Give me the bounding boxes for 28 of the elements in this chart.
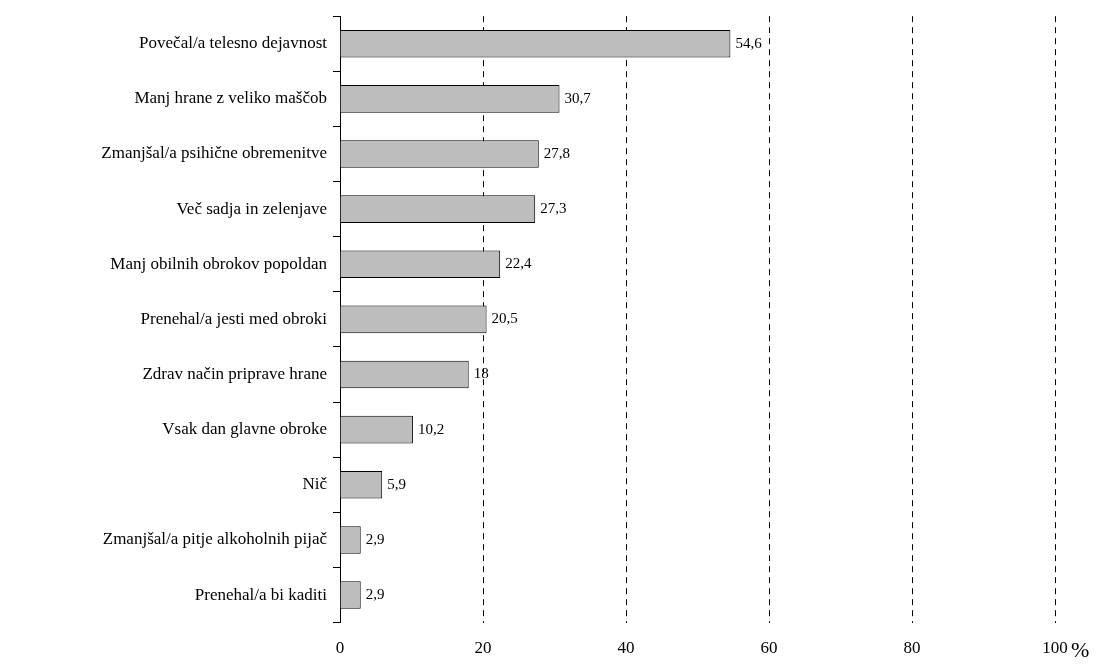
y-tick-label: Manj obilnih obrokov popoldan: [110, 253, 328, 273]
x-tick-label: 100: [1042, 637, 1068, 657]
y-tick-label: Zdrav način priprave hrane: [142, 364, 327, 383]
data-label: 30,7: [564, 89, 592, 106]
data-label: 22,4: [505, 255, 532, 272]
data-label: 2,9: [365, 585, 385, 602]
y-tick-label: Prenehal/a bi kaditi: [194, 584, 328, 604]
y-tick-label: Povečal/a telesno dejavnost: [139, 33, 328, 53]
y-tick-label: Več sadja in zelenjave: [176, 198, 327, 218]
x-tick-label: 40: [617, 637, 635, 657]
data-label: 5,9: [387, 475, 406, 492]
x-tick-label: 20: [474, 637, 492, 657]
data-label: 2,9: [365, 530, 385, 547]
x-tick-label: 80: [903, 637, 921, 657]
data-label: 20,5: [491, 310, 518, 327]
y-tick-label: Nič: [302, 474, 328, 494]
data-label: 27,3: [540, 200, 567, 217]
data-label: 54,6: [735, 34, 763, 51]
y-tick-label: Zmanjšal/a psihične obremenitve: [101, 143, 327, 163]
x-axis-title: %: [1071, 636, 1090, 662]
y-tick-label: Zmanjšal/a pitje alkoholnih pijač: [102, 529, 328, 549]
y-tick-label: Vsak dan glavne obroke: [162, 419, 327, 439]
x-tick-label: 60: [760, 637, 778, 657]
y-tick-label: Manj hrane z veliko maščob: [134, 88, 327, 108]
data-label: 10,2: [417, 420, 445, 437]
y-tick-label: Prenehal/a jesti med obroki: [140, 308, 328, 328]
x-tick-label: 0: [335, 637, 345, 657]
data-label: 27,8: [543, 144, 571, 161]
